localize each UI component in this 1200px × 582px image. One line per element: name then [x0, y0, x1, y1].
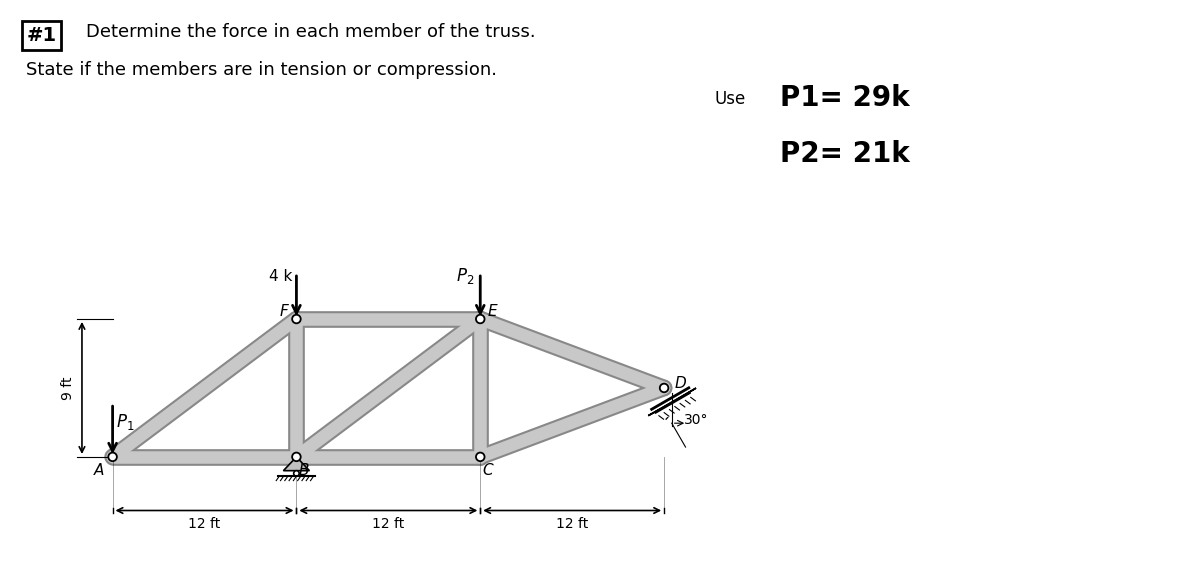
- Circle shape: [660, 384, 668, 392]
- Circle shape: [294, 471, 299, 476]
- Text: C: C: [482, 463, 493, 478]
- Text: P1= 29k: P1= 29k: [780, 84, 910, 112]
- Text: 12 ft: 12 ft: [372, 517, 404, 531]
- Text: A: A: [94, 463, 104, 478]
- Text: Determine the force in each member of the truss.: Determine the force in each member of th…: [86, 23, 536, 41]
- Circle shape: [292, 315, 301, 324]
- Text: $P_2$: $P_2$: [456, 266, 474, 286]
- Text: 4 k: 4 k: [270, 269, 293, 283]
- Text: E: E: [487, 304, 497, 319]
- Circle shape: [476, 453, 485, 461]
- Polygon shape: [283, 457, 310, 471]
- Text: 12 ft: 12 ft: [188, 517, 221, 531]
- Text: $P_1$: $P_1$: [115, 411, 134, 432]
- Text: F: F: [280, 304, 288, 319]
- Circle shape: [108, 453, 116, 461]
- Text: #1: #1: [26, 26, 56, 45]
- Text: D: D: [676, 376, 686, 391]
- Polygon shape: [648, 388, 696, 416]
- Text: 9 ft: 9 ft: [61, 376, 76, 400]
- Text: Use: Use: [714, 90, 745, 108]
- Circle shape: [292, 453, 301, 461]
- Circle shape: [476, 315, 485, 324]
- Text: State if the members are in tension or compression.: State if the members are in tension or c…: [26, 61, 498, 79]
- Text: 30°: 30°: [684, 413, 708, 427]
- Text: P2= 21k: P2= 21k: [780, 140, 910, 168]
- Text: B: B: [299, 463, 310, 478]
- Text: 12 ft: 12 ft: [556, 517, 588, 531]
